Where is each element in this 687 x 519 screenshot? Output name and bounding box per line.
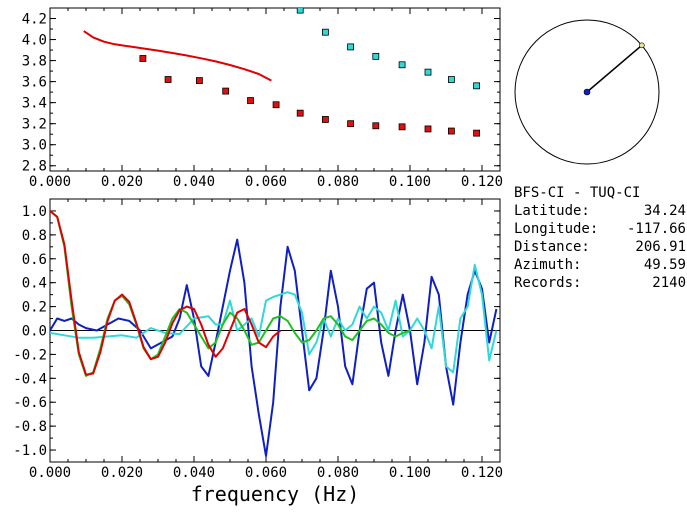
data-point [372,122,380,130]
y-tick-label: 4.0 [22,33,47,49]
y-tick-label: 3.4 [22,96,47,112]
x-tick-label: 0.000 [29,174,71,190]
x-tick-label: 0.020 [101,174,143,190]
data-point [296,8,304,14]
y-tick-label: -0.8 [13,419,47,435]
data-point [296,109,304,117]
x-axis-label: frequency (Hz) [191,482,360,506]
azimuth-row: Azimuth: 49.59 [514,256,686,274]
data-point [473,129,481,137]
x-tick-label: 0.120 [461,465,503,481]
x-tick-label: 0.100 [389,465,431,481]
plot-area [83,8,481,137]
distance-label: Distance: [514,239,590,255]
data-point [195,77,203,84]
x-tick-label: 0.060 [245,465,287,481]
data-point [321,116,329,123]
azimuth-tip-dot [639,42,645,49]
x-tick-label: 0.120 [461,174,503,190]
y-tick-label: 2.8 [22,159,47,175]
y-tick-label: 0.4 [22,276,47,292]
data-point [321,28,329,36]
latitude-row: Latitude: 34.24 [514,202,686,220]
y-tick-label: 3.2 [22,117,47,133]
data-point [424,125,432,133]
x-tick-label: 0.060 [245,174,287,190]
records-label: Records: [514,275,582,291]
azimuth-value: 49.59 [643,257,686,273]
y-tick-label: 0.6 [22,252,47,268]
top-panel-dispersion: 0.000 0.020 0.040 0.060 0.080 0.100 0.120 2.8 3.… [22,7,503,190]
azimuth-compass [514,19,660,165]
series-line-1 [50,263,498,374]
plot-area [50,210,498,457]
x-tick-label: 0.000 [29,465,71,481]
y-tick-label: 0.2 [22,300,47,316]
x-tick-label: 0.080 [317,465,359,481]
longitude-label: Longitude: [514,221,599,237]
series-line-3 [50,210,282,376]
x-tick-label: 0.100 [389,174,431,190]
data-point [372,52,380,60]
plot-frame [49,7,501,172]
data-point [139,55,147,62]
y-tick-label: -1.0 [13,443,47,459]
latitude-value: 34.24 [643,203,686,219]
y-tick-label: -0.2 [13,347,47,363]
data-point [164,76,172,83]
compass-circle [514,19,660,165]
bottom-panel-correlation: 0.000 0.020 0.040 0.060 0.080 0.100 0.120 -1.0 -… [13,198,503,506]
station-dot [583,88,591,96]
y-tick-label: 0.8 [22,228,47,244]
y-tick-label: -0.4 [13,371,47,387]
records-row: Records: 2140 [514,274,686,292]
longitude-value: -117.66 [626,221,686,237]
y-tick-label: 3.6 [22,75,47,91]
data-point [272,101,280,109]
x-tick-label: 0.040 [173,465,215,481]
station-pair: BFS-CI - TUQ-CI [514,185,641,201]
series-line-0 [50,238,498,457]
azimuth-label: Azimuth: [514,257,582,273]
data-point [447,127,455,135]
y-tick-label: -0.6 [13,395,47,411]
data-point [247,97,254,104]
x-tick-label: 0.020 [101,465,143,481]
y-tick-label: 3.0 [22,138,47,154]
y-tick-label: 3.8 [22,54,47,70]
latitude-label: Latitude: [514,203,590,219]
data-point [222,87,230,95]
data-point [347,43,355,51]
x-tick-label: 0.040 [173,174,215,190]
azimuth-line [586,44,643,93]
y-tick-label: 1.0 [22,204,47,220]
station-info: BFS-CI - TUQ-CI Latitude: 34.24 Longitude… [514,184,686,292]
data-point [424,68,432,76]
data-point [447,76,455,83]
longitude-row: Longitude: -117.66 [514,220,686,238]
x-tick-label: 0.080 [317,174,359,190]
y-tick-label: 0.0 [22,324,47,340]
series-line-0 [83,30,272,82]
distance-value: 206.91 [635,239,686,255]
data-point [347,120,355,128]
y-tick-label: 4.2 [22,12,47,28]
distance-row: Distance: 206.91 [514,238,686,256]
data-point [473,82,481,90]
records-value: 2140 [652,275,686,291]
data-point [398,61,406,69]
data-point [398,123,406,131]
